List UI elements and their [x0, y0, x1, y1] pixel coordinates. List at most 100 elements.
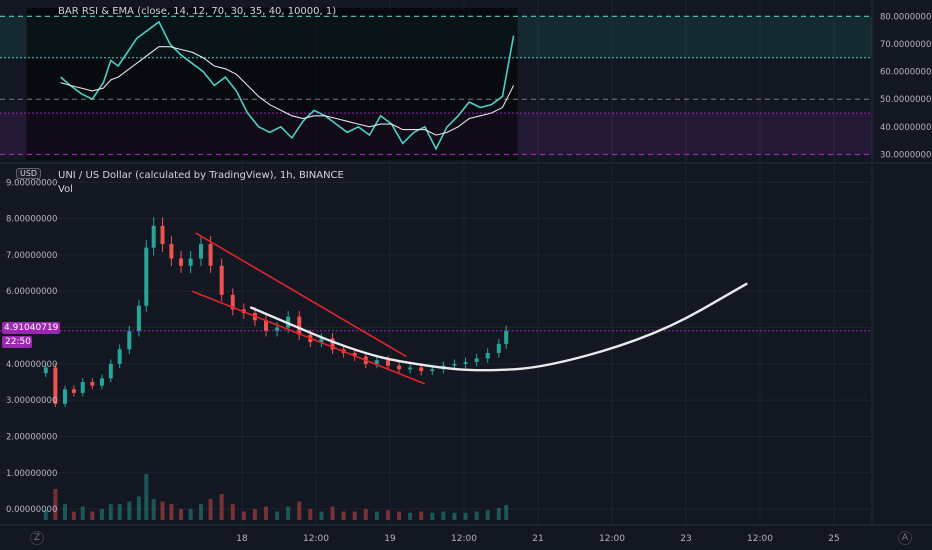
volume-bar [363, 509, 368, 520]
volume-bar [275, 511, 280, 520]
candle-body [208, 244, 213, 266]
x-tick-label: 25 [828, 534, 839, 544]
candle-body [160, 225, 165, 244]
ema-line [60, 46, 515, 136]
rsi-y-tick-label: 70.00000000 [880, 40, 932, 50]
candle-body [504, 330, 509, 344]
price-y-tick-label: 2.00000000 [6, 432, 57, 442]
zoom-icon[interactable]: Z [30, 531, 44, 545]
candle-body [496, 343, 501, 353]
volume-bar [241, 511, 246, 520]
rsi-y-tick-label: 40.00000000 [880, 123, 932, 133]
volume-bar [53, 489, 58, 520]
price-y-tick-label: 4.00000000 [6, 360, 57, 370]
currency-badge[interactable]: USD [16, 168, 42, 179]
x-tick-label: 12:00 [303, 534, 329, 544]
price-y-tick-label: 7.00000000 [6, 251, 57, 261]
candle-body [169, 244, 174, 259]
candle-body [319, 338, 324, 343]
volume-bar [160, 501, 165, 520]
x-tick-label: 12:00 [747, 534, 773, 544]
candle-body [374, 360, 379, 364]
candle-body [127, 331, 132, 350]
volume-bar [144, 474, 149, 520]
volume-bar [297, 501, 302, 520]
rsi-y-tick-label: 60.00000000 [880, 68, 932, 78]
volume-bar [169, 504, 174, 520]
rounding-bottom-arc [250, 282, 748, 372]
chart-title[interactable]: UNI / US Dollar (calculated by TradingVi… [58, 170, 344, 181]
candle-body [452, 363, 457, 366]
volume-bar [330, 506, 335, 520]
volume-bar [208, 499, 213, 520]
volume-bar [319, 511, 324, 520]
volume-bar [252, 509, 257, 520]
volume-bar [474, 511, 479, 520]
volume-bar [374, 511, 379, 520]
volume-bar [385, 510, 390, 520]
candle-body [330, 338, 335, 350]
current-price-tag: 4.91040719 [2, 322, 61, 334]
volume-bar [188, 509, 193, 520]
candle-body [463, 362, 468, 364]
volume-bar [485, 510, 490, 520]
candle-body [179, 258, 184, 266]
volume-bar [71, 511, 76, 520]
candle-body [219, 265, 224, 295]
volume-bar [504, 505, 509, 520]
candle-body [90, 382, 95, 386]
candle-body [430, 369, 435, 372]
candle-body [99, 378, 104, 386]
candle-body [397, 365, 402, 370]
price-y-tick-label: 6.00000000 [6, 287, 57, 297]
volume-bar [62, 504, 67, 520]
volume-bar [99, 509, 104, 520]
rsi-y-tick-label: 80.00000000 [880, 12, 932, 22]
candle-body [264, 320, 269, 332]
volume-bar [179, 509, 184, 520]
candle-body [230, 294, 235, 310]
candle-body [71, 389, 76, 393]
rsi-pane [0, 8, 872, 160]
rsi-y-tick-label: 30.00000000 [880, 150, 932, 160]
trendline [191, 290, 426, 385]
volume-bar [108, 504, 113, 520]
candle-body [474, 358, 479, 363]
volume-bar [264, 506, 269, 520]
volume-bar [408, 512, 413, 520]
x-tick-label: 23 [680, 534, 691, 544]
volume-bar [117, 504, 122, 520]
price-y-tick-label: 8.00000000 [6, 215, 57, 225]
indicator-title[interactable]: BAR RSI & EMA (close, 14, 12, 70, 30, 35… [58, 6, 337, 17]
data-window [26, 8, 518, 160]
volume-bar [80, 506, 85, 520]
x-tick-label: 12:00 [451, 534, 477, 544]
axes: 18 12:00 19 12:00 21 12:00 23 12:00 25 80.0000000… [6, 12, 932, 544]
trendline [195, 232, 407, 358]
candle-body [117, 349, 122, 364]
volume-bar [127, 501, 132, 520]
grid [0, 0, 932, 526]
volume-bar [496, 507, 501, 520]
volume-bar [441, 511, 446, 520]
auto-scale-icon[interactable]: A [898, 531, 912, 545]
price-y-tick-label: 3.00000000 [6, 396, 57, 406]
candle-body [136, 305, 141, 332]
volume-bar [286, 506, 291, 520]
candle-body [108, 363, 113, 379]
candle-body [53, 367, 58, 404]
candle-body [151, 225, 156, 248]
candle-body [485, 352, 490, 359]
candle-body [198, 244, 203, 259]
price-y-tick-label: 9.00000000 [6, 178, 57, 188]
x-tick-label: 12:00 [599, 534, 625, 544]
candle-body [419, 367, 424, 372]
candle-body [43, 367, 48, 374]
volume-label[interactable]: Vol [58, 184, 73, 195]
candle-body [385, 360, 390, 366]
volume-bar [43, 510, 48, 520]
candle-body [352, 352, 357, 357]
price-y-tick-label: 0.00000000 [6, 505, 57, 515]
volume-bar [230, 504, 235, 520]
